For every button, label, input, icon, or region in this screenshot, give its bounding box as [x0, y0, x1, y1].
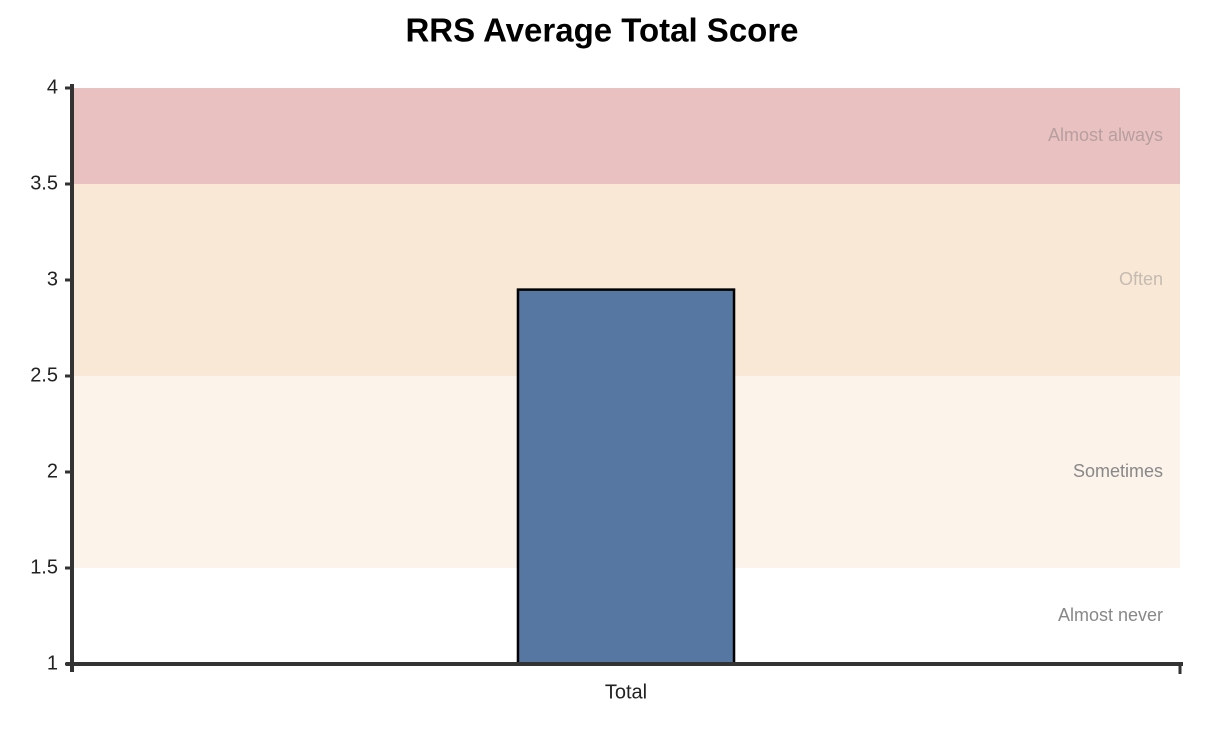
- y-tick-label: 4: [47, 76, 58, 98]
- band-label: Almost always: [1048, 125, 1163, 145]
- y-tick-label: 1.5: [30, 556, 58, 578]
- y-tick-label: 3.5: [30, 172, 58, 194]
- band-label: Almost never: [1058, 605, 1163, 625]
- y-tick-label: 2: [47, 460, 58, 482]
- band: [72, 88, 1180, 184]
- bar: [516, 288, 736, 666]
- chart-title: RRS Average Total Score: [405, 12, 798, 49]
- x-tick-label: Total: [605, 681, 647, 703]
- y-tick-label: 2.5: [30, 364, 58, 386]
- band-label: Sometimes: [1073, 461, 1163, 481]
- y-tick-label: 1: [47, 652, 58, 674]
- y-tick-label: 3: [47, 268, 58, 290]
- band-label: Often: [1119, 269, 1163, 289]
